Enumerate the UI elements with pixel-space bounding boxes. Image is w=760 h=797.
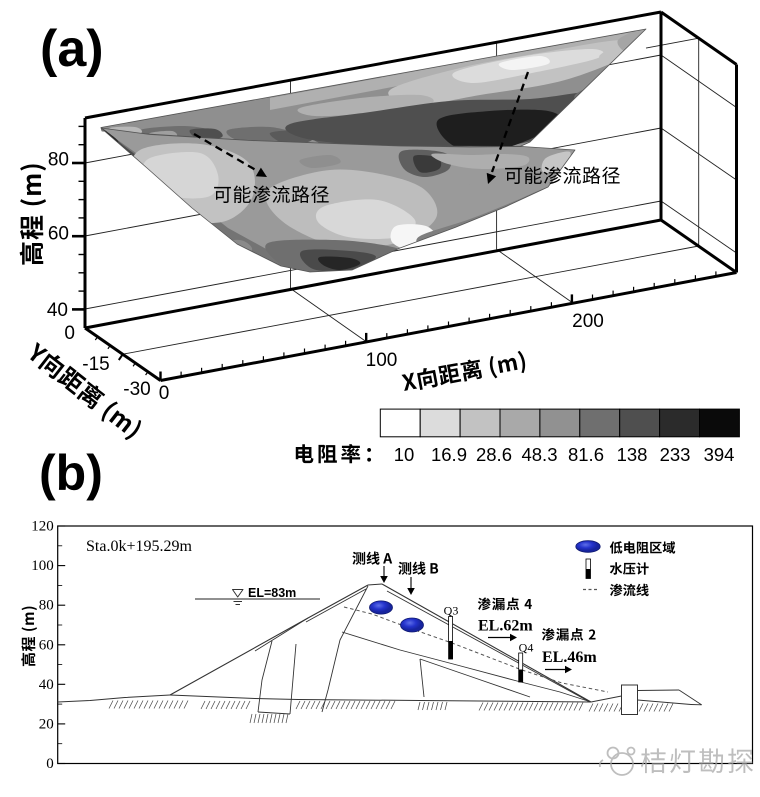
svg-text:394: 394 — [704, 444, 735, 465]
svg-text:EL=83m: EL=83m — [248, 586, 296, 600]
svg-text:80: 80 — [39, 598, 54, 614]
svg-text:(b): (b) — [39, 445, 103, 501]
svg-text:48.3: 48.3 — [521, 444, 557, 465]
svg-text:100: 100 — [366, 350, 398, 371]
svg-text:0: 0 — [64, 323, 75, 344]
svg-text:Q3: Q3 — [444, 604, 459, 618]
svg-text:200: 200 — [572, 311, 604, 332]
svg-text:0: 0 — [46, 756, 54, 772]
svg-text:20: 20 — [39, 716, 54, 732]
svg-text:-30: -30 — [123, 379, 150, 400]
svg-text:60: 60 — [39, 637, 54, 653]
svg-text:80: 80 — [48, 150, 69, 171]
svg-text:0: 0 — [159, 383, 170, 404]
svg-text:-15: -15 — [82, 354, 109, 375]
svg-text:60: 60 — [48, 224, 69, 245]
svg-text:40: 40 — [39, 677, 54, 693]
svg-text:Q4: Q4 — [519, 641, 534, 655]
svg-text:233: 233 — [660, 444, 691, 465]
svg-text:(a): (a) — [40, 20, 104, 78]
svg-text:81.6: 81.6 — [568, 444, 604, 465]
svg-text:28.6: 28.6 — [476, 444, 512, 465]
svg-text:EL.62m: EL.62m — [478, 618, 533, 635]
svg-text:100: 100 — [31, 558, 54, 574]
svg-text:138: 138 — [617, 444, 648, 465]
svg-text:120: 120 — [31, 519, 54, 535]
svg-text:10: 10 — [394, 444, 415, 465]
svg-text:16.9: 16.9 — [431, 444, 467, 465]
svg-text:EL.46m: EL.46m — [542, 649, 597, 666]
svg-text:Sta.0k+195.29m: Sta.0k+195.29m — [86, 538, 192, 555]
svg-text:40: 40 — [47, 300, 68, 321]
